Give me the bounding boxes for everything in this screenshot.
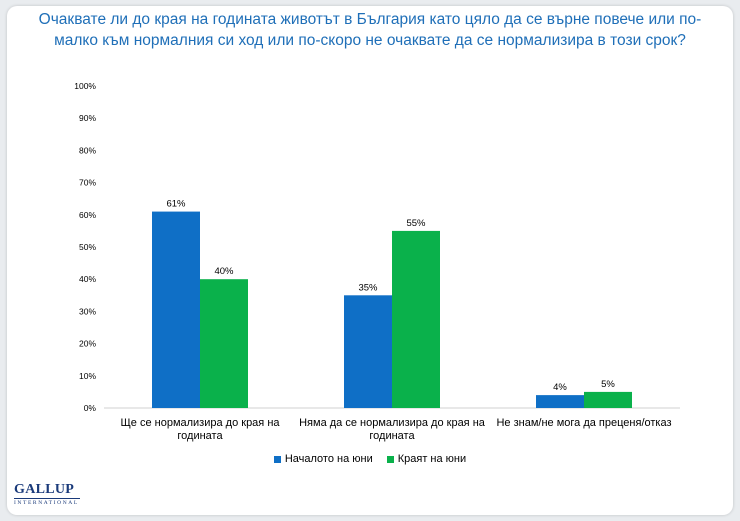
x-tick-label: Няма да се нормализира до края на: [299, 417, 486, 429]
gallup-logo: GALLUP INTERNATIONAL: [14, 483, 80, 506]
bar-series-2: [200, 279, 248, 408]
y-tick-label: 10%: [79, 371, 96, 381]
y-tick-label: 0%: [84, 403, 97, 413]
bar-value-label: 5%: [601, 379, 615, 390]
bar-series-1: [536, 395, 584, 408]
legend-swatch-series-1: [273, 455, 281, 463]
logo-sub: INTERNATIONAL: [14, 498, 80, 506]
y-tick-label: 100%: [74, 81, 96, 91]
chart-card: [7, 6, 733, 515]
x-tick-label: Не знам/не мога да преценя/отказ: [496, 417, 671, 429]
y-tick-label: 40%: [79, 274, 96, 284]
y-tick-label: 90%: [79, 113, 96, 123]
x-tick-label: годината: [369, 430, 415, 442]
legend-item-series-2: Краят на юни: [386, 453, 467, 465]
bar-series-1: [152, 211, 200, 408]
bar-series-1: [344, 295, 392, 408]
chart-legend: Началото на юни Краят на юни: [0, 453, 740, 465]
bar-series-2: [584, 391, 632, 408]
y-tick-label: 60%: [79, 210, 96, 220]
y-tick-label: 30%: [79, 306, 96, 316]
y-tick-label: 80%: [79, 145, 96, 155]
bar-value-label: 61%: [166, 199, 186, 210]
y-tick-label: 50%: [79, 242, 96, 252]
legend-label-series-2: Краят на юни: [397, 453, 467, 465]
bar-value-label: 4%: [553, 382, 567, 393]
bar-value-label: 55%: [406, 218, 426, 229]
y-tick-label: 20%: [79, 339, 96, 349]
legend-swatch-series-2: [386, 455, 394, 463]
x-tick-label: Ще се нормализира до края на: [120, 417, 280, 429]
bar-series-2: [392, 230, 440, 408]
y-tick-label: 70%: [79, 178, 96, 188]
legend-label-series-1: Началото на юни: [284, 453, 373, 465]
chart-title: Очаквате ли до края на годината животът …: [38, 11, 702, 49]
bar-value-label: 40%: [214, 266, 234, 277]
legend-item-series-1: Началото на юни: [273, 453, 373, 465]
x-tick-label: годината: [177, 430, 223, 442]
bar-value-label: 35%: [358, 282, 378, 293]
logo-name: GALLUP: [14, 482, 75, 497]
